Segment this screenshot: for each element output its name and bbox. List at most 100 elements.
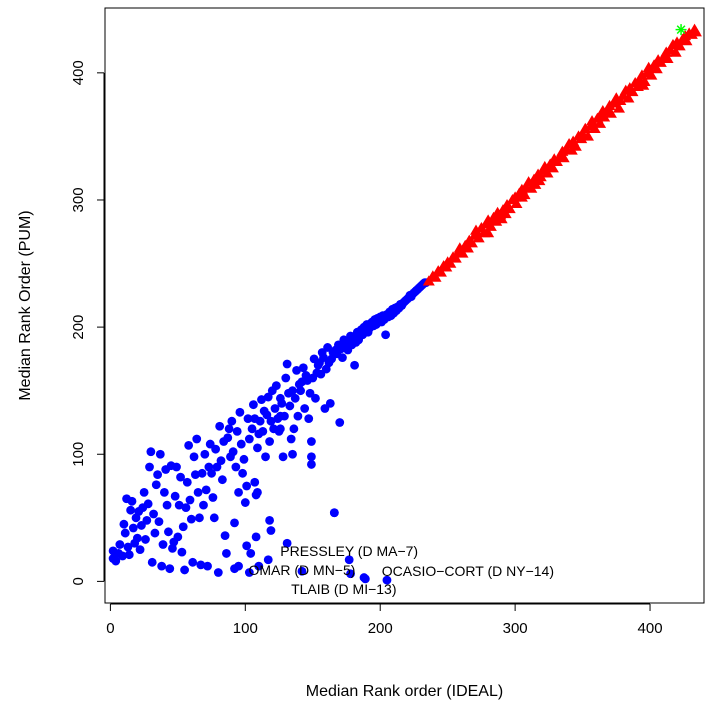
data-point bbox=[155, 449, 165, 459]
data-point bbox=[261, 452, 270, 462]
data-point bbox=[227, 416, 237, 426]
data-point bbox=[281, 373, 291, 383]
data-point bbox=[253, 443, 262, 453]
data-point bbox=[285, 401, 295, 411]
point-annotation: PRESSLEY (D MA−7) bbox=[280, 543, 418, 559]
data-point bbox=[278, 452, 288, 462]
data-point bbox=[118, 551, 127, 561]
y-tick-label: 0 bbox=[70, 577, 87, 585]
data-point bbox=[290, 393, 300, 403]
data-point bbox=[190, 470, 200, 479]
data-point bbox=[242, 481, 252, 491]
data-point bbox=[151, 480, 161, 490]
data-point bbox=[289, 424, 299, 434]
data-point bbox=[135, 545, 145, 555]
data-point bbox=[346, 569, 355, 579]
plot-frame bbox=[104, 7, 705, 604]
data-point bbox=[257, 395, 266, 404]
data-point bbox=[231, 462, 241, 472]
data-point bbox=[170, 491, 180, 501]
data-point bbox=[293, 411, 303, 421]
data-point bbox=[263, 555, 273, 565]
data-point bbox=[128, 523, 138, 533]
data-point bbox=[147, 557, 157, 567]
data-point bbox=[263, 392, 273, 402]
data-point bbox=[196, 560, 206, 570]
axes: 0 100 200 300 400 0 100 200 300 400 bbox=[70, 60, 663, 637]
data-point bbox=[235, 407, 245, 417]
data-point bbox=[275, 411, 285, 421]
data-point bbox=[164, 527, 173, 537]
y-tick-label: 300 bbox=[70, 187, 87, 212]
x-axis-title: Median Rank order (IDEAL) bbox=[306, 683, 503, 700]
data-point bbox=[689, 26, 702, 37]
data-point bbox=[258, 426, 268, 436]
data-point bbox=[669, 46, 682, 57]
point-annotation: OCASIO−CORT (D NY−14) bbox=[382, 563, 554, 579]
data-point bbox=[277, 398, 287, 408]
y-tick-label: 200 bbox=[70, 315, 87, 340]
data-point bbox=[249, 400, 258, 410]
data-point bbox=[197, 468, 207, 478]
data-point bbox=[622, 92, 635, 103]
data-point bbox=[251, 532, 261, 542]
data-point bbox=[222, 549, 231, 558]
data-point bbox=[203, 561, 212, 571]
data-point bbox=[255, 416, 265, 426]
data-point bbox=[465, 237, 478, 248]
data-point bbox=[265, 437, 274, 446]
x-tick-label: 400 bbox=[638, 620, 663, 637]
data-point bbox=[141, 535, 150, 544]
x-tick-label: 300 bbox=[503, 620, 528, 637]
data-point bbox=[673, 40, 686, 51]
data-point bbox=[250, 477, 260, 487]
data-point bbox=[123, 542, 133, 552]
data-point bbox=[300, 404, 310, 413]
data-point bbox=[596, 104, 609, 116]
data-point bbox=[510, 197, 523, 208]
data-point bbox=[132, 533, 142, 543]
data-point bbox=[297, 566, 307, 576]
data-point bbox=[178, 522, 188, 532]
data-point bbox=[329, 508, 339, 518]
data-point bbox=[199, 500, 208, 510]
data-point bbox=[382, 575, 392, 585]
data-point bbox=[220, 531, 230, 541]
data-point bbox=[142, 515, 152, 525]
annotations: PRESSLEY (D MA−7) OMAR (D MN−5) OCASIO−COR… bbox=[248, 543, 554, 597]
data-point bbox=[271, 381, 281, 390]
data-point bbox=[124, 550, 134, 560]
data-point bbox=[236, 439, 246, 449]
data-point bbox=[173, 532, 183, 542]
data-point bbox=[292, 365, 301, 375]
data-point bbox=[246, 549, 256, 558]
data-point bbox=[243, 414, 253, 424]
data-point bbox=[238, 468, 248, 478]
data-point bbox=[146, 447, 156, 457]
data-point bbox=[192, 434, 202, 444]
data-point bbox=[325, 398, 335, 408]
data-point bbox=[307, 437, 316, 446]
data-point bbox=[150, 528, 160, 538]
data-point bbox=[217, 475, 227, 485]
data-point bbox=[311, 393, 320, 403]
data-point bbox=[230, 518, 239, 528]
data-point bbox=[307, 460, 316, 469]
data-point bbox=[139, 487, 149, 497]
data-point bbox=[184, 440, 194, 450]
data-point bbox=[266, 526, 276, 535]
data-point bbox=[153, 470, 163, 479]
data-point bbox=[228, 447, 238, 457]
data-point bbox=[546, 162, 559, 173]
data-point bbox=[288, 449, 297, 459]
data-point bbox=[232, 426, 242, 436]
data-points bbox=[108, 23, 702, 585]
data-point bbox=[157, 561, 167, 571]
point-annotation: TLAIB (D MI−13) bbox=[291, 581, 396, 597]
data-point bbox=[165, 564, 175, 574]
data-point bbox=[360, 574, 370, 584]
data-point bbox=[240, 498, 250, 507]
data-point bbox=[201, 485, 211, 495]
data-point bbox=[115, 540, 125, 549]
data-point bbox=[350, 360, 359, 370]
